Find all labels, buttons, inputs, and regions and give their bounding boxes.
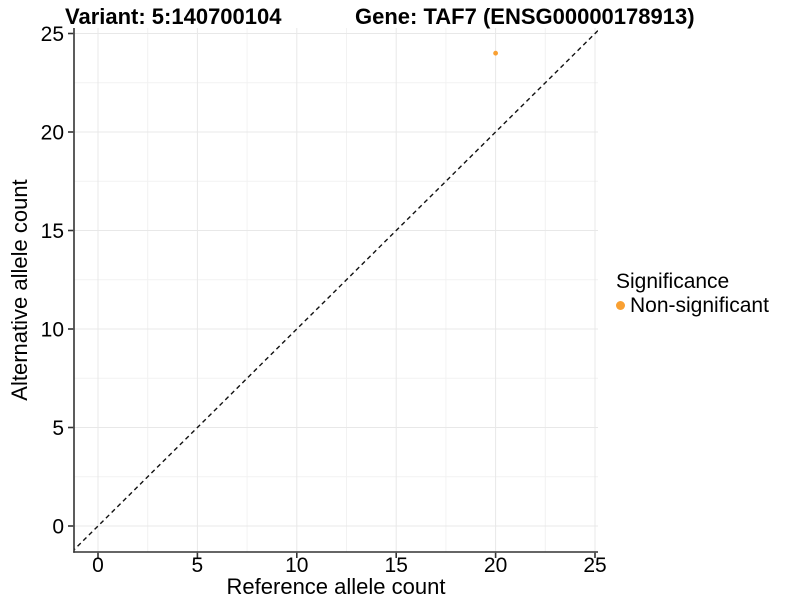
- x-tick-label: 5: [192, 554, 204, 577]
- legend-title: Significance: [616, 270, 730, 293]
- y-tick-label: 15: [41, 220, 64, 243]
- axis-ticks: [68, 32, 596, 558]
- legend: Significance Non-significant: [616, 270, 769, 317]
- plot-title-gene: Gene: TAF7 (ENSG00000178913): [355, 4, 695, 29]
- x-tick-label: 20: [484, 554, 507, 577]
- data-point: [493, 50, 498, 56]
- gridlines-major: [74, 28, 598, 552]
- y-tick-label: 20: [41, 122, 64, 145]
- legend-point-icon: [616, 301, 625, 310]
- data-points: [493, 50, 498, 56]
- y-tick-label: 10: [41, 319, 64, 342]
- y-axis-title: Alternative allele count: [7, 179, 32, 401]
- y-tick-label: 5: [52, 417, 64, 440]
- x-tick-label: 15: [385, 554, 408, 577]
- legend-item-non-significant: Non-significant: [616, 294, 769, 317]
- legend-item-label: Non-significant: [630, 294, 769, 317]
- axis-tick-labels: 0 5 10 15 20 25 0 5 10 15 20 25: [41, 23, 607, 577]
- x-tick-label: 10: [285, 554, 308, 577]
- x-tick-label: 0: [92, 554, 104, 577]
- plot-title-variant: Variant: 5:140700104: [65, 4, 282, 29]
- y-tick-label: 25: [41, 23, 64, 46]
- y-tick-label: 0: [52, 516, 64, 539]
- gridlines-minor: [74, 28, 598, 552]
- x-tick-label: 25: [583, 554, 606, 577]
- x-axis-title: Reference allele count: [226, 574, 446, 599]
